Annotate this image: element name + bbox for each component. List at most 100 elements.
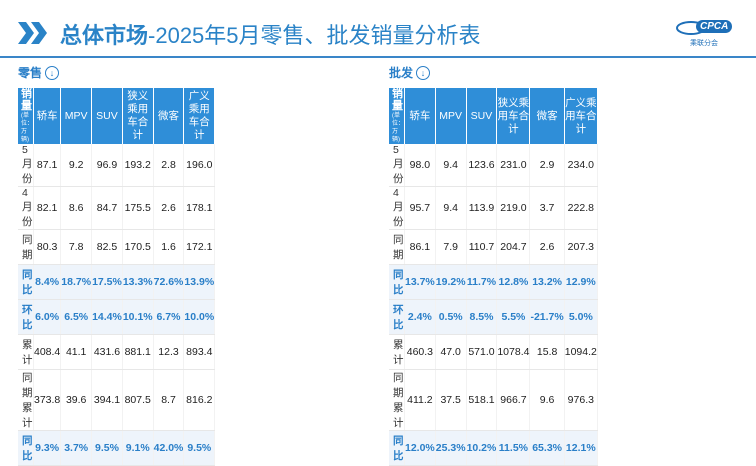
retail-col-header: MPV xyxy=(60,88,93,144)
table-cell: 411.2 xyxy=(404,369,436,431)
table-cell: 10.1% xyxy=(122,299,154,335)
table-cell: 5.5% xyxy=(496,299,531,335)
retail-col-header: 狭义乘用车合计 xyxy=(122,88,154,144)
double-chevron-icon xyxy=(18,22,47,44)
table-cell: 98.0 xyxy=(404,144,436,187)
table-cell: 82.5 xyxy=(91,229,123,265)
header: 总体市场-2025年5月零售、批发销量分析表 CPCA 乘联分会 xyxy=(0,0,756,58)
table-cell: 18.7% xyxy=(60,264,93,300)
table-cell: 87.1 xyxy=(33,144,62,187)
table-cell: 196.0 xyxy=(183,144,216,187)
retail-col-header: 广义乘用车合计 xyxy=(183,88,216,144)
table-row: 同期 86.1 7.9 110.7 204.7 2.6 207.3 xyxy=(389,229,598,265)
table-cell: 82.1 xyxy=(33,186,62,230)
table-cell: 95.7 xyxy=(404,186,436,230)
table-cell: 123.6 xyxy=(466,144,498,187)
table-cell: 6.0% xyxy=(33,299,62,335)
table-cell: 0.5% xyxy=(435,299,467,335)
table-cell: 42.0% xyxy=(153,430,185,466)
row-label: 同比 xyxy=(389,264,405,300)
table-cell: 234.0 xyxy=(564,144,598,187)
table-cell: 39.6 xyxy=(60,369,93,431)
table-cell: 9.5% xyxy=(91,430,123,466)
table-row: 环比 2.4% 0.5% 8.5% 5.5% -21.7% 5.0% xyxy=(389,299,598,335)
table-cell: 1094.2 xyxy=(564,334,598,370)
table-cell: 13.9% xyxy=(183,264,216,300)
logo-text: CPCA xyxy=(696,20,733,33)
table-cell: 14.4% xyxy=(91,299,123,335)
table-cell: 881.1 xyxy=(122,334,154,370)
table-cell: 231.0 xyxy=(496,144,531,187)
retail-table: 销量 (单位：万辆) 轿车 MPV SUV 狭义乘用车合计 微客 广义乘用车合计 … xyxy=(18,88,216,466)
table-cell: 7.9 xyxy=(435,229,467,265)
title-bold: 总体市场 xyxy=(60,23,149,48)
table-cell: 11.7% xyxy=(466,264,498,300)
table-cell: 9.3% xyxy=(33,430,62,466)
table-cell: 12.9% xyxy=(564,264,598,300)
table-cell: 2.8 xyxy=(153,144,185,187)
table-cell: 17.5% xyxy=(91,264,123,300)
row-label: 环比 xyxy=(18,299,34,335)
table-cell: 373.8 xyxy=(33,369,62,431)
table-cell: 3.7 xyxy=(529,186,565,230)
table-cell: 12.1% xyxy=(564,430,598,466)
table-cell: 96.9 xyxy=(91,144,123,187)
retail-col-header: 轿车 xyxy=(33,88,62,144)
wholesale-col-header: MPV xyxy=(435,88,467,144)
table-cell: 807.5 xyxy=(122,369,154,431)
row-label: 5月份 xyxy=(389,144,405,187)
table-cell: 408.4 xyxy=(33,334,62,370)
table-cell: 9.4 xyxy=(435,144,467,187)
table-cell: 13.2% xyxy=(529,264,565,300)
table-cell: 110.7 xyxy=(466,229,498,265)
wholesale-col-header-first: 销量 (单位：万辆) xyxy=(389,88,405,144)
table-cell: 571.0 xyxy=(466,334,498,370)
table-cell: 816.2 xyxy=(183,369,216,431)
retail-col-header-first: 销量 (单位：万辆) xyxy=(18,88,34,144)
table-row: 同期 80.3 7.8 82.5 170.5 1.6 172.1 xyxy=(18,229,216,265)
wholesale-col-header: 狭义乘用车合计 xyxy=(496,88,531,144)
wholesale-col-header: 微客 xyxy=(529,88,565,144)
wholesale-col-header: 轿车 xyxy=(404,88,436,144)
wholesale-table: 销量 (单位：万辆) 轿车 MPV SUV 狭义乘用车合计 微客 广义乘用车合计 … xyxy=(389,88,598,466)
row-label: 4月份 xyxy=(389,186,405,230)
table-cell: 72.6% xyxy=(153,264,185,300)
table-cell: 9.1% xyxy=(122,430,154,466)
table-cell: 9.6 xyxy=(529,369,565,431)
table-row: 环比 6.0% 6.5% 14.4% 10.1% 6.7% 10.0% xyxy=(18,299,216,335)
table-cell: 2.4% xyxy=(404,299,436,335)
wholesale-title-text: 批发 xyxy=(389,66,414,80)
table-cell: 12.8% xyxy=(496,264,531,300)
table-cell: 80.3 xyxy=(33,229,62,265)
table-cell: 1078.4 xyxy=(496,334,531,370)
row-label: 同期累计 xyxy=(389,369,405,431)
table-cell: 113.9 xyxy=(466,186,498,230)
table-row: 同比 13.7% 19.2% 11.7% 12.8% 13.2% 12.9% xyxy=(389,264,598,300)
table-cell: 976.3 xyxy=(564,369,598,431)
table-cell: 172.1 xyxy=(183,229,216,265)
cpca-logo: CPCA 乘联分会 xyxy=(676,14,746,54)
table-cell: 7.8 xyxy=(60,229,93,265)
table-row: 4月份 82.1 8.6 84.7 175.5 2.6 178.1 xyxy=(18,186,216,230)
table-cell: 11.5% xyxy=(496,430,531,466)
table-cell: 8.4% xyxy=(33,264,62,300)
table-row: 累计 408.4 41.1 431.6 881.1 12.3 893.4 xyxy=(18,334,216,370)
retail-col-header: 微客 xyxy=(153,88,185,144)
table-row: 4月份 95.7 9.4 113.9 219.0 3.7 222.8 xyxy=(389,186,598,230)
table-cell: 6.5% xyxy=(60,299,93,335)
table-cell: 19.2% xyxy=(435,264,467,300)
table-cell: 12.0% xyxy=(404,430,436,466)
table-cell: 10.0% xyxy=(183,299,216,335)
wholesale-col-header: SUV xyxy=(466,88,498,144)
table-cell: 37.5 xyxy=(435,369,467,431)
table-row: 同期累计 373.8 39.6 394.1 807.5 8.7 816.2 xyxy=(18,369,216,431)
table-cell: 15.8 xyxy=(529,334,565,370)
logo-subtext: 乘联分会 xyxy=(690,40,718,47)
table-row: 5月份 87.1 9.2 96.9 193.2 2.8 196.0 xyxy=(18,144,216,187)
wholesale-col-header: 广义乘用车合计 xyxy=(564,88,598,144)
table-row: 同期累计 411.2 37.5 518.1 966.7 9.6 976.3 xyxy=(389,369,598,431)
row-label: 同期累计 xyxy=(18,369,34,431)
table-cell: 966.7 xyxy=(496,369,531,431)
table-row: 同比 8.4% 18.7% 17.5% 13.3% 72.6% 13.9% xyxy=(18,264,216,300)
table-cell: 5.0% xyxy=(564,299,598,335)
